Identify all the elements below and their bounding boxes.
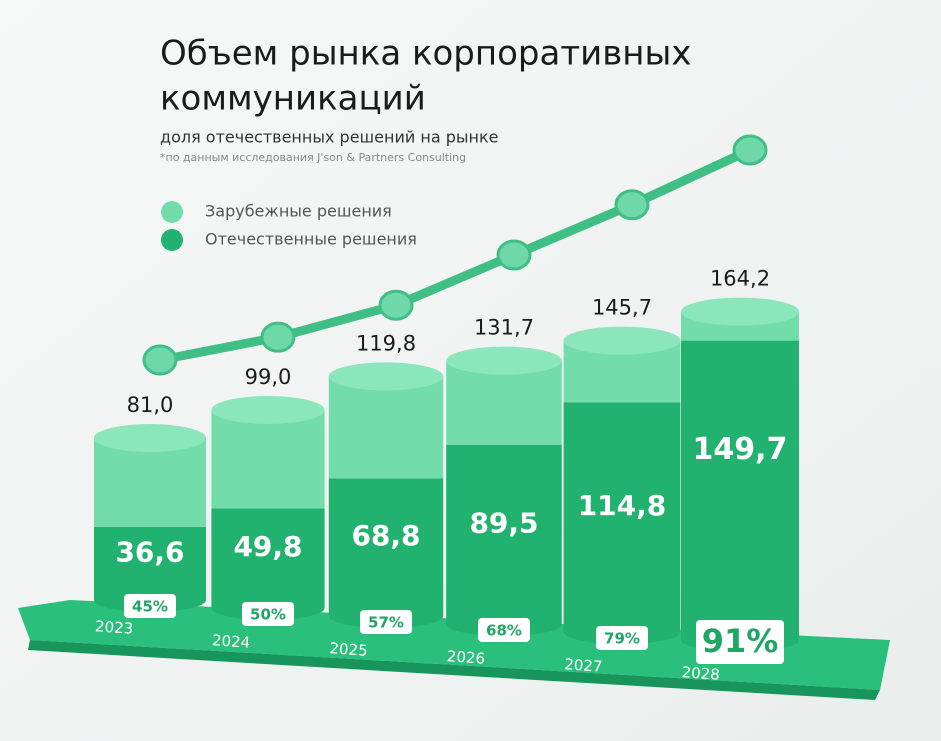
domestic-label: 89,5 xyxy=(469,507,538,540)
total-label: 131,7 xyxy=(474,316,534,340)
share-badge xyxy=(242,602,294,626)
bar-cap xyxy=(211,396,325,424)
year-label: 2026 xyxy=(446,647,485,668)
bar-segment xyxy=(446,445,562,624)
share-point xyxy=(378,289,414,321)
domestic-label: 149,7 xyxy=(693,432,788,467)
bar-segment xyxy=(211,508,325,608)
share-badge xyxy=(478,618,530,642)
bar-segment xyxy=(328,376,444,479)
year-label: 2027 xyxy=(564,655,603,676)
year-label: 2024 xyxy=(211,631,250,652)
legend-swatch xyxy=(161,229,183,251)
total-label: 81,0 xyxy=(127,393,174,417)
year-label: 2028 xyxy=(681,663,720,684)
total-label: 99,0 xyxy=(245,365,292,389)
share-badge xyxy=(124,594,176,618)
domestic-label: 49,8 xyxy=(233,530,302,563)
bar-segment xyxy=(681,340,799,640)
domestic-label: 114,8 xyxy=(578,489,667,522)
share-label: 50% xyxy=(250,606,286,624)
share-line xyxy=(155,145,755,365)
share-point xyxy=(732,134,768,166)
year-label: 2025 xyxy=(329,639,368,660)
total-label: 145,7 xyxy=(592,296,652,320)
chart-note: *по данным исследования J'son & Partners… xyxy=(160,151,466,164)
bar-segment xyxy=(446,360,562,445)
share-point xyxy=(142,344,178,376)
bar-segment xyxy=(211,410,325,509)
share-label: 68% xyxy=(486,622,522,640)
bar-cap xyxy=(94,424,206,452)
share-label: 79% xyxy=(604,630,640,648)
share-label: 57% xyxy=(368,614,404,632)
bar-cap xyxy=(446,346,562,375)
total-label: 164,2 xyxy=(710,267,770,291)
chart-subtitle: доля отечественных решений на рынке xyxy=(160,128,498,147)
bar-cap xyxy=(681,297,799,326)
chart-title: коммуникаций xyxy=(160,79,426,119)
legend-label: Зарубежные решения xyxy=(205,202,392,221)
legend-swatch xyxy=(161,201,183,223)
share-point xyxy=(260,321,296,353)
legend-label: Отечественные решения xyxy=(205,230,417,249)
share-badge xyxy=(360,610,412,634)
share-badge xyxy=(696,620,784,664)
bar-cap xyxy=(563,326,681,355)
share-point xyxy=(496,239,532,271)
bar-segment xyxy=(328,478,444,616)
share-label: 45% xyxy=(132,598,168,616)
bar-segment xyxy=(94,438,206,527)
share-badge xyxy=(596,626,648,650)
domestic-label: 68,8 xyxy=(351,519,420,552)
domestic-label: 36,6 xyxy=(115,535,184,568)
bar-segment xyxy=(94,526,206,600)
bar-segment xyxy=(563,402,681,632)
share-point xyxy=(614,189,650,221)
year-label: 2023 xyxy=(94,617,133,638)
bar-cap xyxy=(328,362,444,391)
chart-title: Объем рынка корпоративных xyxy=(160,34,691,74)
share-label: 91% xyxy=(702,622,779,660)
platform-edge xyxy=(28,640,880,700)
total-label: 119,8 xyxy=(356,331,416,355)
platform xyxy=(18,600,890,690)
